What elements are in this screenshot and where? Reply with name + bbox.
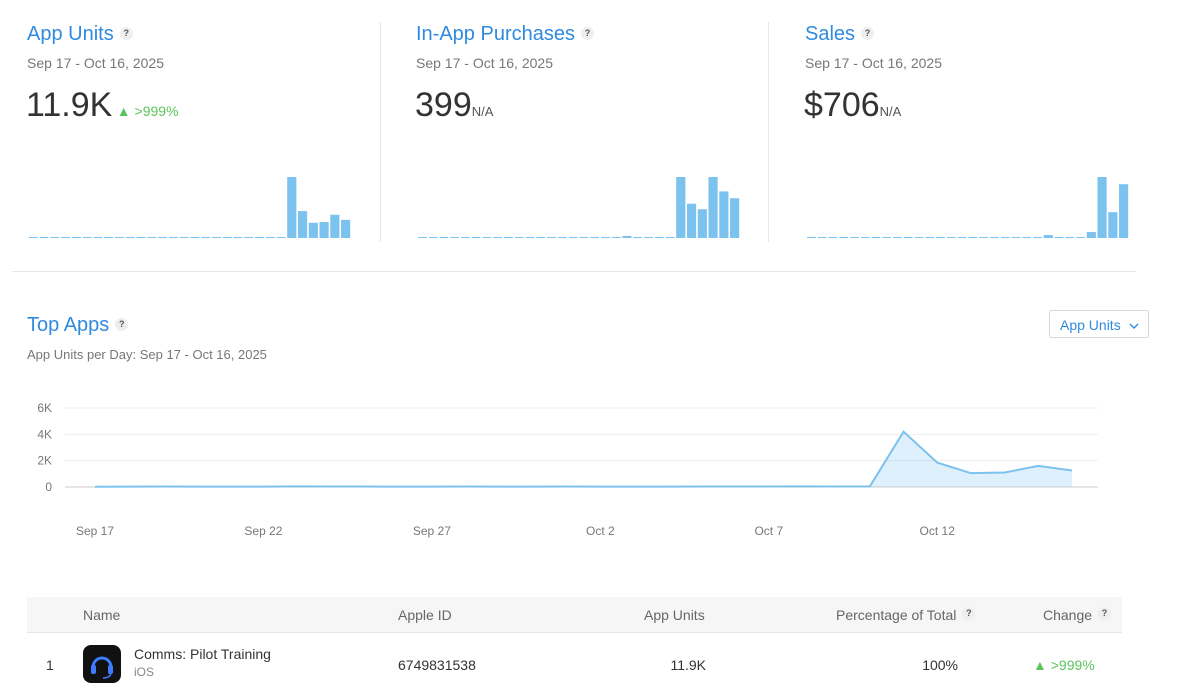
x-tick-label: Oct 7 xyxy=(754,524,783,538)
divider xyxy=(12,271,1136,272)
app-icon[interactable] xyxy=(83,645,121,683)
app-name[interactable]: Comms: Pilot Training xyxy=(134,646,271,662)
metric-value: 399 xyxy=(415,86,472,124)
spark-bar xyxy=(244,237,254,238)
metric-value-row: 399N/A xyxy=(415,86,493,125)
metric-title[interactable]: App Units? xyxy=(27,23,133,46)
section-subtitle: App Units per Day: Sep 17 - Oct 16, 2025 xyxy=(27,347,267,362)
metric-range: Sep 17 - Oct 16, 2025 xyxy=(416,55,553,71)
metric-change: ▲ >999% xyxy=(116,103,179,119)
spark-bar xyxy=(254,237,265,238)
help-icon[interactable]: ? xyxy=(861,27,875,40)
x-tick-label: Sep 22 xyxy=(244,524,282,538)
spark-bar xyxy=(308,222,318,238)
metric-range: Sep 17 - Oct 16, 2025 xyxy=(805,55,942,71)
spark-bar xyxy=(1043,235,1053,238)
column-header[interactable]: App Units xyxy=(644,607,705,623)
metric-value: $706 xyxy=(804,86,880,124)
divider xyxy=(380,22,381,242)
column-header[interactable]: Change? xyxy=(1043,607,1112,623)
metric-value: 11.9K xyxy=(26,86,113,124)
spark-bar xyxy=(730,198,740,238)
spark-bar xyxy=(179,237,189,238)
spark-bar xyxy=(93,237,103,238)
spark-bar xyxy=(233,237,243,238)
x-tick-label: Sep 17 xyxy=(76,524,114,538)
column-header[interactable]: Name xyxy=(83,607,121,623)
app-platform: iOS xyxy=(134,665,155,679)
help-icon[interactable]: ? xyxy=(962,607,976,620)
spark-bar xyxy=(1086,232,1096,238)
metric-title[interactable]: Sales? xyxy=(805,23,875,46)
metric-change: N/A xyxy=(879,104,902,119)
icon-glyph xyxy=(91,656,113,679)
spark-bar xyxy=(319,222,329,238)
spark-bar xyxy=(330,214,340,238)
spark-bar xyxy=(276,237,286,238)
column-header[interactable]: Apple ID xyxy=(398,607,452,623)
x-tick-label: Sep 27 xyxy=(413,524,451,538)
spark-bar xyxy=(265,237,275,238)
chevron xyxy=(1129,323,1139,329)
row-rank: 1 xyxy=(46,657,54,673)
app-units: 11.9K xyxy=(670,657,706,673)
help-icon[interactable]: ? xyxy=(115,318,129,331)
metric-value-row: 11.9K ▲ >999% xyxy=(26,86,179,125)
spark-bar xyxy=(222,237,232,238)
dropdown[interactable]: App Units xyxy=(1049,310,1149,338)
help-icon[interactable]: ? xyxy=(580,27,594,40)
spark-bar xyxy=(104,237,114,238)
spark-bar xyxy=(297,211,308,238)
metric-change: N/A xyxy=(471,104,494,119)
metric-title[interactable]: In-App Purchases? xyxy=(416,23,594,46)
area xyxy=(95,431,1072,487)
spark-bar xyxy=(697,209,707,238)
spark-bar xyxy=(114,237,125,238)
line xyxy=(94,430,1073,488)
x-tick-label: Oct 2 xyxy=(586,524,615,538)
spark-bar xyxy=(686,203,697,238)
spark-bar xyxy=(1119,184,1129,238)
table-header xyxy=(27,597,1122,633)
spark-bar xyxy=(708,177,718,238)
spark-bar xyxy=(341,219,351,238)
y-tick-label: 0 xyxy=(45,480,52,494)
metric-value-row: $706N/A xyxy=(804,86,901,125)
spark-bar xyxy=(50,237,60,238)
help-icon[interactable]: ? xyxy=(1098,607,1112,620)
y-tick-label: 4K xyxy=(37,427,52,441)
help-icon[interactable]: ? xyxy=(119,27,133,40)
apple-id: 6749831538 xyxy=(398,657,476,673)
spark-bar xyxy=(287,177,297,238)
column-header[interactable]: Percentage of Total? xyxy=(836,607,976,623)
spark-bar xyxy=(719,191,729,238)
spark-bar xyxy=(147,237,157,238)
spark-bar xyxy=(1108,212,1118,238)
change: ▲ >999% xyxy=(1033,657,1095,673)
divider xyxy=(768,22,769,242)
spark-bar xyxy=(676,177,686,238)
y-tick-label: 6K xyxy=(37,401,52,415)
section-title[interactable]: Top Apps? xyxy=(27,314,129,337)
spark-bar xyxy=(622,235,632,238)
y-tick-label: 2K xyxy=(37,454,52,468)
percentage: 100% xyxy=(922,657,958,673)
x-tick-label: Oct 12 xyxy=(920,524,956,538)
metric-range: Sep 17 - Oct 16, 2025 xyxy=(27,55,164,71)
spark-bar xyxy=(1097,177,1107,238)
